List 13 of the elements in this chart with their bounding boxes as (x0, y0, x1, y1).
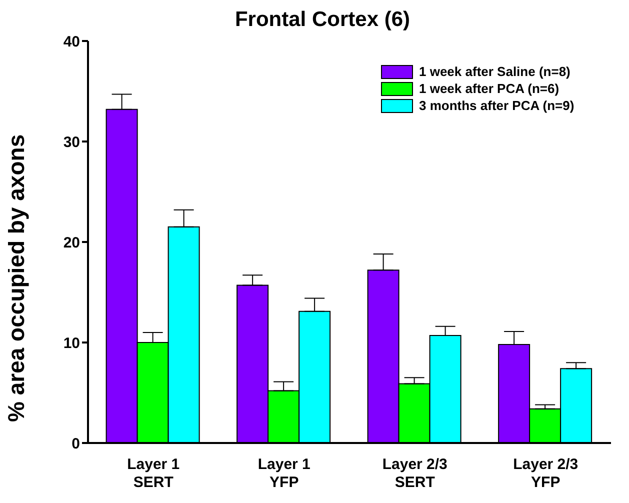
x-tick-label: Layer 2/3 YFP (513, 456, 578, 491)
y-tick-label: 10 (63, 334, 80, 352)
y-tick-label: 0 (72, 435, 80, 452)
y-tick-label: 30 (63, 134, 80, 151)
y-tick-label: 40 (63, 33, 80, 50)
chart-title: Frontal Cortex (6) (234, 8, 411, 32)
legend-label: 1 week after PCA (n=6) (419, 81, 560, 96)
y-tick-label: 20 (63, 234, 80, 252)
legend-label: 1 week after Saline (n=8) (419, 64, 570, 79)
x-tick-label: Layer 1 SERT (127, 456, 180, 491)
legend-label: 3 months after PCA (n=9) (419, 98, 574, 113)
x-tick-label: Layer 2/3 SERT (382, 456, 448, 491)
x-tick-label: Layer 1 YFP (258, 456, 310, 491)
